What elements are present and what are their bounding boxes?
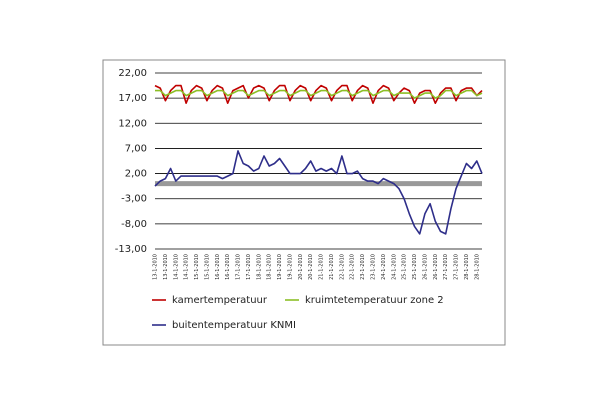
x-tick-label: 23-1-2010 <box>371 254 377 280</box>
x-tick-label: 27-1-2010 <box>454 254 460 280</box>
series-line <box>154 150 483 235</box>
x-tick-label: 23-1-2010 <box>360 254 366 280</box>
x-tick-label: 21-1-2010 <box>329 254 335 280</box>
x-tick-label: 24-1-2010 <box>391 254 397 280</box>
x-tick-label: 26-1-2010 <box>422 254 428 280</box>
x-tick-label: 22-1-2010 <box>350 254 356 280</box>
x-tick-label: 20-1-2010 <box>298 254 304 280</box>
x-tick-label: 25-1-2010 <box>402 254 408 280</box>
y-tick-label: 22,00 <box>118 68 147 79</box>
legend-label: kamertemperatuur <box>172 295 268 306</box>
x-tick-label: 13-1-2010 <box>153 254 159 280</box>
x-tick-label: 28-1-2010 <box>474 254 480 280</box>
x-tick-label: 20-1-2010 <box>308 254 314 280</box>
x-tick-label: 17-1-2010 <box>246 254 252 280</box>
series-line <box>155 89 483 99</box>
x-tick-label: 14-1-2010 <box>184 254 190 280</box>
x-tick-label: 16-1-2010 <box>215 254 221 280</box>
chart-border <box>102 59 506 346</box>
y-tick-label: 17,00 <box>118 93 147 104</box>
x-tick-label: 19-1-2010 <box>287 254 293 280</box>
x-tick-label: 24-1-2010 <box>381 254 387 280</box>
x-tick-label: 22-1-2010 <box>339 254 345 280</box>
x-tick-label: 28-1-2010 <box>464 254 470 280</box>
series-line <box>154 84 483 104</box>
x-tick-label: 21-1-2010 <box>319 254 325 280</box>
x-tick-label: 18-1-2010 <box>256 254 262 280</box>
x-tick-label: 16-1-2010 <box>225 254 231 280</box>
x-tick-label: 19-1-2010 <box>277 254 283 280</box>
x-tick-label: 27-1-2010 <box>443 254 449 280</box>
y-tick-label: 7,00 <box>125 143 147 154</box>
y-tick-label: 2,00 <box>125 169 147 180</box>
x-tick-label: 13-1-2010 <box>163 254 169 280</box>
x-tick-label: 15-1-2010 <box>194 254 200 280</box>
x-tick-label: 14-1-2010 <box>173 254 179 280</box>
x-tick-label: 26-1-2010 <box>433 254 439 280</box>
y-tick-label: 12,00 <box>118 118 147 129</box>
x-tick-label: 17-1-2010 <box>236 254 242 280</box>
y-tick-label: -13,00 <box>115 244 147 255</box>
legend-label: buitentemperatuur KNMI <box>172 320 296 331</box>
x-tick-label: 15-1-2010 <box>204 254 210 280</box>
x-tick-label: 25-1-2010 <box>412 254 418 280</box>
y-tick-label: -3,00 <box>121 194 147 205</box>
x-tick-label: 18-1-2010 <box>267 254 273 280</box>
y-tick-label: -8,00 <box>121 219 147 230</box>
legend-label: kruimtetemperatuur zone 2 <box>305 295 444 306</box>
